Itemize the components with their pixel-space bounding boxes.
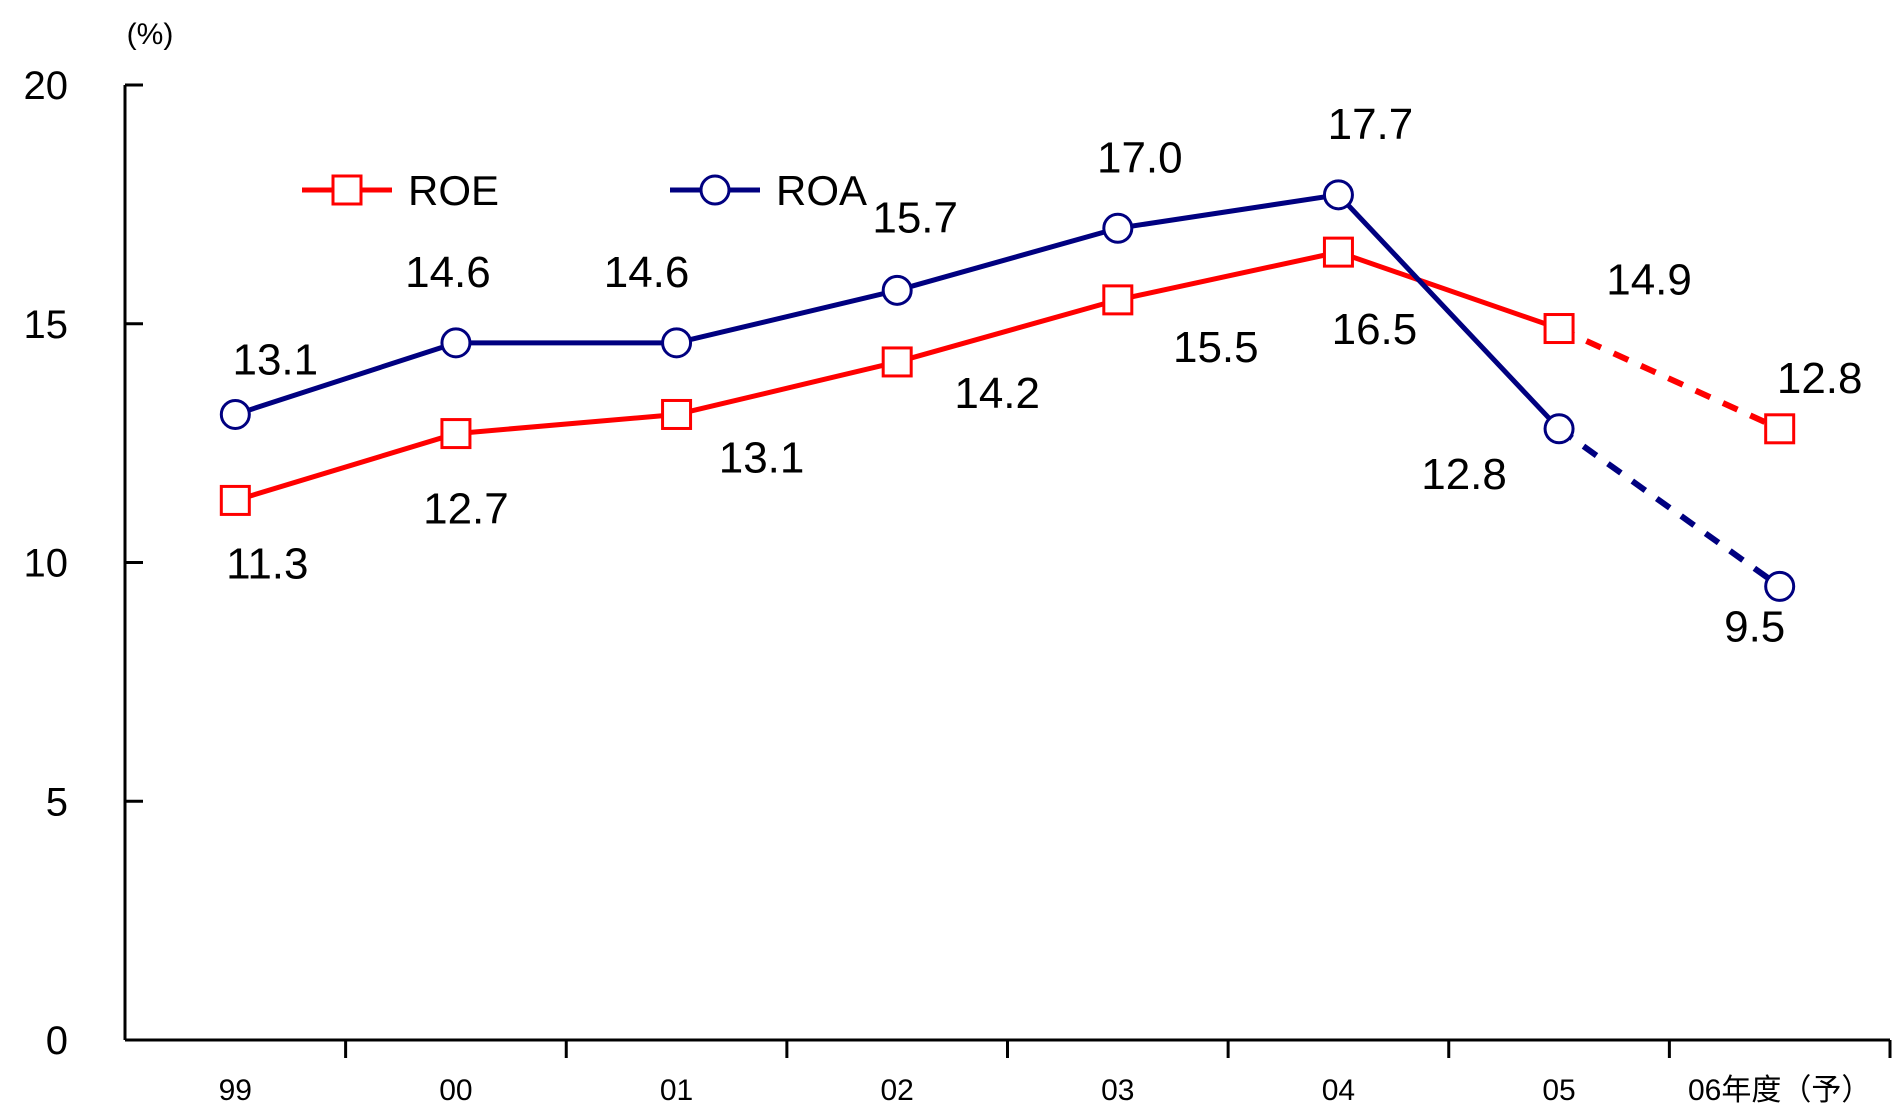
- y-ticks: 0 5 10 15 20: [24, 64, 143, 1063]
- x-tick-label: 03: [1101, 1074, 1134, 1107]
- data-labels: 11.3 12.7 13.1 14.2 15.5 16.5 14.9 12.8 13.1 14.6…: [226, 100, 1862, 652]
- x-tick-label: 06年度（予）: [1688, 1074, 1871, 1107]
- point-marker-roe: [661, 398, 693, 430]
- data-label-roa: 14.6: [405, 248, 491, 297]
- data-label-roa: 14.6: [604, 248, 690, 297]
- data-label-roa: 12.8: [1421, 450, 1507, 499]
- point-marker-roe: [219, 484, 251, 516]
- series-forecast-line-roe: [1557, 325, 1781, 432]
- point-marker-roa: [881, 274, 913, 306]
- data-label-roe: 12.7: [423, 485, 509, 534]
- data-label-roa: 9.5: [1724, 602, 1785, 651]
- series-markers: [219, 179, 1796, 602]
- point-marker-roa: [219, 398, 251, 430]
- point-marker-roe: [1322, 236, 1354, 268]
- x-tick-label: 02: [881, 1074, 914, 1107]
- legend: ROE ROA: [302, 167, 867, 214]
- y-tick-label: 15: [24, 303, 69, 347]
- point-marker-roa: [1322, 179, 1354, 211]
- data-label-roa: 15.7: [872, 193, 958, 242]
- point-marker-roa: [1543, 413, 1575, 445]
- legend-label-roa: ROA: [776, 167, 867, 214]
- x-tick-label: 04: [1322, 1074, 1355, 1107]
- y-tick-label: 20: [24, 64, 69, 108]
- y-unit-label: (%): [127, 18, 174, 51]
- point-marker-roe: [881, 346, 913, 378]
- data-label-roe: 16.5: [1332, 305, 1418, 354]
- legend-label-roe: ROE: [408, 167, 499, 214]
- point-marker-roe: [440, 418, 472, 450]
- data-label-roe: 11.3: [226, 539, 308, 588]
- data-label-roa: 17.7: [1328, 100, 1414, 149]
- data-label-roa: 17.0: [1097, 133, 1183, 182]
- point-marker-roa: [661, 327, 693, 359]
- x-tick-label: 01: [660, 1074, 693, 1107]
- x-tick-label: 99: [219, 1074, 252, 1107]
- data-label-roe: 13.1: [719, 433, 805, 482]
- legend-marker-roa: [699, 174, 731, 206]
- data-label-roe: 14.2: [954, 369, 1040, 418]
- y-tick-label: 0: [46, 1019, 68, 1063]
- data-label-roa: 13.1: [232, 335, 318, 384]
- legend-marker-roe: [331, 174, 363, 206]
- y-tick-label: 10: [24, 542, 69, 586]
- point-marker-roe: [1543, 313, 1575, 345]
- point-marker-roa: [1764, 570, 1796, 602]
- x-tick-label: 00: [439, 1074, 472, 1107]
- point-marker-roe: [1764, 413, 1796, 445]
- data-label-roe: 15.5: [1173, 323, 1259, 372]
- data-label-roe: 14.9: [1606, 256, 1692, 305]
- data-label-roe: 12.8: [1777, 354, 1863, 403]
- x-ticks: 99 00 01 02 03 04 05 06年度（予）: [219, 1040, 1892, 1107]
- y-tick-label: 5: [46, 780, 68, 824]
- point-marker-roa: [440, 327, 472, 359]
- point-marker-roa: [1102, 212, 1134, 244]
- x-tick-label: 05: [1542, 1074, 1575, 1107]
- point-marker-roe: [1102, 284, 1134, 316]
- series-forecast-line-roa: [1557, 426, 1782, 589]
